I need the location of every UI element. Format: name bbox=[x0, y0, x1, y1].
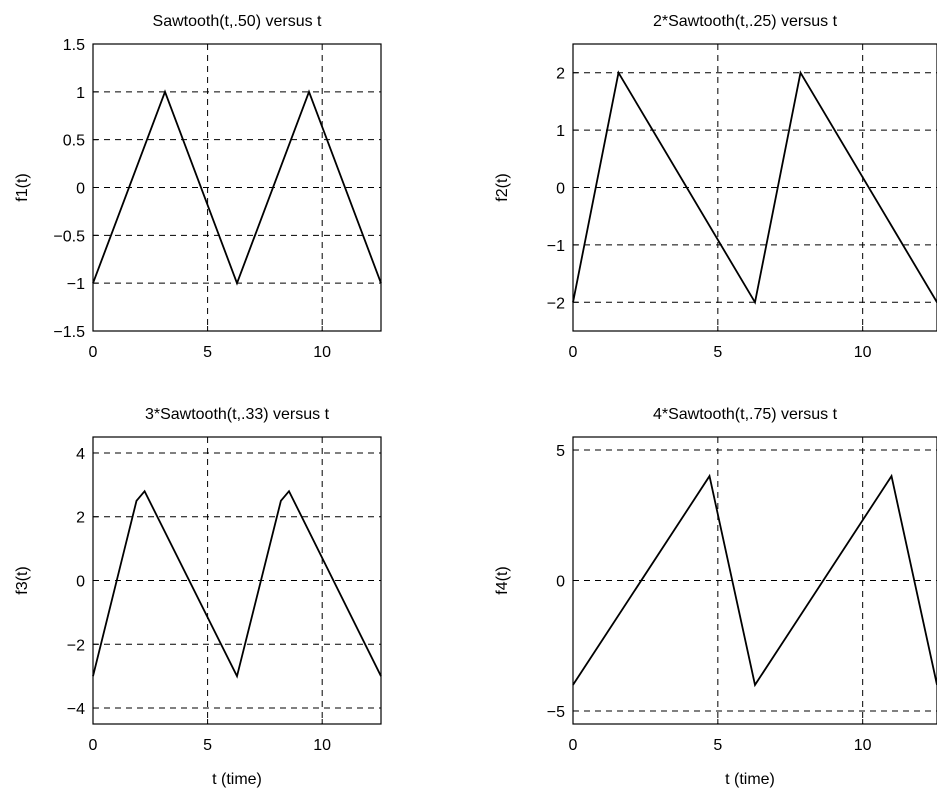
series-line bbox=[572, 473, 937, 688]
x-tick-label: 5 bbox=[713, 737, 722, 754]
x-tick-label: 0 bbox=[89, 344, 98, 361]
series-line bbox=[572, 70, 937, 305]
y-tick-label: 5 bbox=[556, 443, 565, 460]
series-line bbox=[92, 489, 382, 679]
chart-title: 2*Sawtooth(t,.25) versus t bbox=[653, 13, 838, 30]
y-tick-label: −5 bbox=[547, 704, 565, 721]
y-tick-label: −2 bbox=[67, 637, 85, 654]
y-axis-label: f3(t) bbox=[14, 566, 31, 594]
y-tick-label: 0.5 bbox=[63, 133, 85, 150]
x-axis-label: t (time) bbox=[725, 771, 775, 788]
y-tick-label: 0 bbox=[76, 574, 85, 591]
chart-title: Sawtooth(t,.50) versus t bbox=[153, 13, 323, 30]
series-line bbox=[92, 89, 382, 286]
x-tick-label: 10 bbox=[313, 737, 331, 754]
x-axis-label: t (time) bbox=[212, 771, 262, 788]
y-tick-label: 0 bbox=[76, 181, 85, 198]
x-tick-label: 5 bbox=[203, 737, 212, 754]
y-tick-label: 4 bbox=[76, 446, 85, 463]
subplot-tl: −1.5 −1 −0.5 0 0.5 1 1.5 0 5 10 Sawtooth(t,.50) ve… bbox=[14, 13, 382, 361]
x-tick-label: 0 bbox=[569, 737, 578, 754]
subplot-tr: −2 −1 0 1 2 0 5 10 2*Sawtooth(t,.25) versus t f2(… bbox=[494, 13, 937, 361]
x-tick-label: 5 bbox=[713, 344, 722, 361]
x-tick-label: 0 bbox=[569, 344, 578, 361]
subplot-bl: −4 −2 0 2 4 0 5 10 3*Sawtooth(t,.33) versus t f3(… bbox=[14, 406, 382, 788]
chart-title: 4*Sawtooth(t,.75) versus t bbox=[653, 406, 838, 423]
y-tick-label: 1 bbox=[76, 85, 85, 102]
y-tick-label: 1.5 bbox=[63, 37, 85, 54]
y-tick-label: −1.5 bbox=[53, 324, 85, 341]
chart-title: 3*Sawtooth(t,.33) versus t bbox=[145, 406, 330, 423]
y-tick-label: −2 bbox=[547, 295, 565, 312]
y-tick-label: −0.5 bbox=[53, 228, 85, 245]
y-axis-label: f4(t) bbox=[494, 566, 511, 594]
y-axis-label: f2(t) bbox=[494, 173, 511, 201]
x-tick-label: 0 bbox=[89, 737, 98, 754]
x-tick-label: 10 bbox=[854, 344, 872, 361]
y-tick-label: −4 bbox=[67, 701, 85, 718]
y-tick-label: −1 bbox=[547, 238, 565, 255]
y-axis-label: f1(t) bbox=[14, 173, 31, 201]
y-tick-label: −1 bbox=[67, 276, 85, 293]
y-tick-label: 0 bbox=[556, 574, 565, 591]
y-tick-label: 2 bbox=[556, 66, 565, 83]
x-tick-label: 5 bbox=[203, 344, 212, 361]
x-tick-label: 10 bbox=[313, 344, 331, 361]
y-tick-label: 1 bbox=[556, 123, 565, 140]
y-tick-label: 0 bbox=[556, 181, 565, 198]
x-tick-label: 10 bbox=[854, 737, 872, 754]
y-tick-label: 2 bbox=[76, 510, 85, 527]
